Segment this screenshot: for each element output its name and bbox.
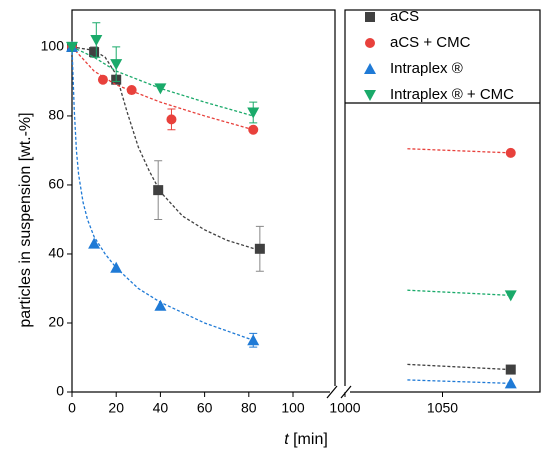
fit-line	[71, 46, 254, 117]
y-tick-label: 40	[48, 245, 64, 261]
legend-label: aCS	[390, 8, 419, 25]
x-axis-label: t [min]	[284, 431, 328, 448]
marker	[247, 334, 260, 346]
legend-marker	[364, 63, 376, 74]
marker	[153, 185, 164, 196]
marker	[110, 59, 123, 71]
y-tick-label: 60	[48, 176, 64, 192]
marker	[110, 261, 123, 273]
x-tick-label: 100	[281, 400, 305, 416]
marker	[88, 237, 101, 249]
legend-label: aCS + CMC	[390, 34, 471, 51]
break-gap	[330, 386, 350, 398]
marker	[89, 47, 100, 58]
marker	[126, 85, 137, 96]
fit-line	[407, 148, 511, 154]
marker	[505, 147, 516, 158]
y-tick-label: 0	[56, 383, 64, 399]
break-mark	[340, 385, 352, 399]
marker	[247, 107, 260, 119]
x-tick-label: 40	[153, 400, 169, 416]
x-tick-label: 1050	[427, 400, 458, 416]
marker	[154, 83, 167, 95]
y-tick-label: 80	[48, 107, 64, 123]
marker	[154, 299, 167, 311]
y-axis-label: particles in suspension [wt.-%]	[17, 112, 34, 327]
marker	[504, 290, 517, 302]
marker	[166, 114, 177, 125]
x-tick-label: 1000	[329, 400, 360, 416]
marker	[90, 35, 103, 47]
left-panel-frame	[71, 9, 336, 393]
x-tick-label: 20	[108, 400, 124, 416]
x-tick-label: 0	[68, 400, 76, 416]
break-mark	[326, 385, 338, 399]
legend-label: Intraplex ® + CMC	[390, 86, 514, 103]
marker	[66, 41, 78, 53]
y-tick-label: 20	[48, 314, 64, 330]
marker	[504, 377, 517, 389]
x-axis-unit: [min]	[293, 431, 328, 448]
legend-label: Intraplex ®	[390, 60, 463, 77]
fit-line	[407, 289, 511, 297]
legend-marker	[364, 90, 376, 101]
y-tick-label: 100	[41, 38, 65, 54]
fit-line	[71, 46, 254, 131]
legend-marker	[365, 38, 375, 48]
fit-line	[407, 379, 511, 385]
x-tick-label: 60	[197, 400, 213, 416]
legend-marker	[365, 12, 375, 22]
x-axis-var: t	[284, 431, 289, 448]
fit-line	[407, 363, 511, 371]
marker	[97, 74, 108, 85]
marker	[505, 364, 516, 375]
x-tick-label: 80	[241, 400, 257, 416]
marker	[254, 243, 265, 254]
marker	[248, 124, 259, 135]
